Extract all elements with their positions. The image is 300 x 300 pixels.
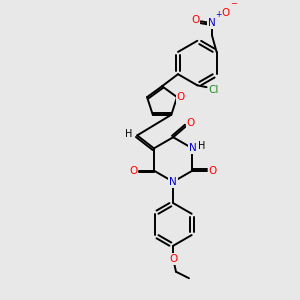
Text: O: O xyxy=(191,15,200,26)
Text: O: O xyxy=(129,166,138,176)
Text: O: O xyxy=(169,254,177,264)
Text: N: N xyxy=(208,18,216,28)
Text: O: O xyxy=(187,118,195,128)
Text: O: O xyxy=(222,8,230,18)
Text: Cl: Cl xyxy=(209,85,219,95)
Text: N: N xyxy=(189,143,196,153)
Text: O: O xyxy=(177,92,185,102)
Text: −: − xyxy=(230,0,238,8)
Text: H: H xyxy=(125,128,133,139)
Text: +: + xyxy=(216,10,222,19)
Text: H: H xyxy=(198,141,206,151)
Text: N: N xyxy=(169,177,177,187)
Text: O: O xyxy=(209,166,217,176)
